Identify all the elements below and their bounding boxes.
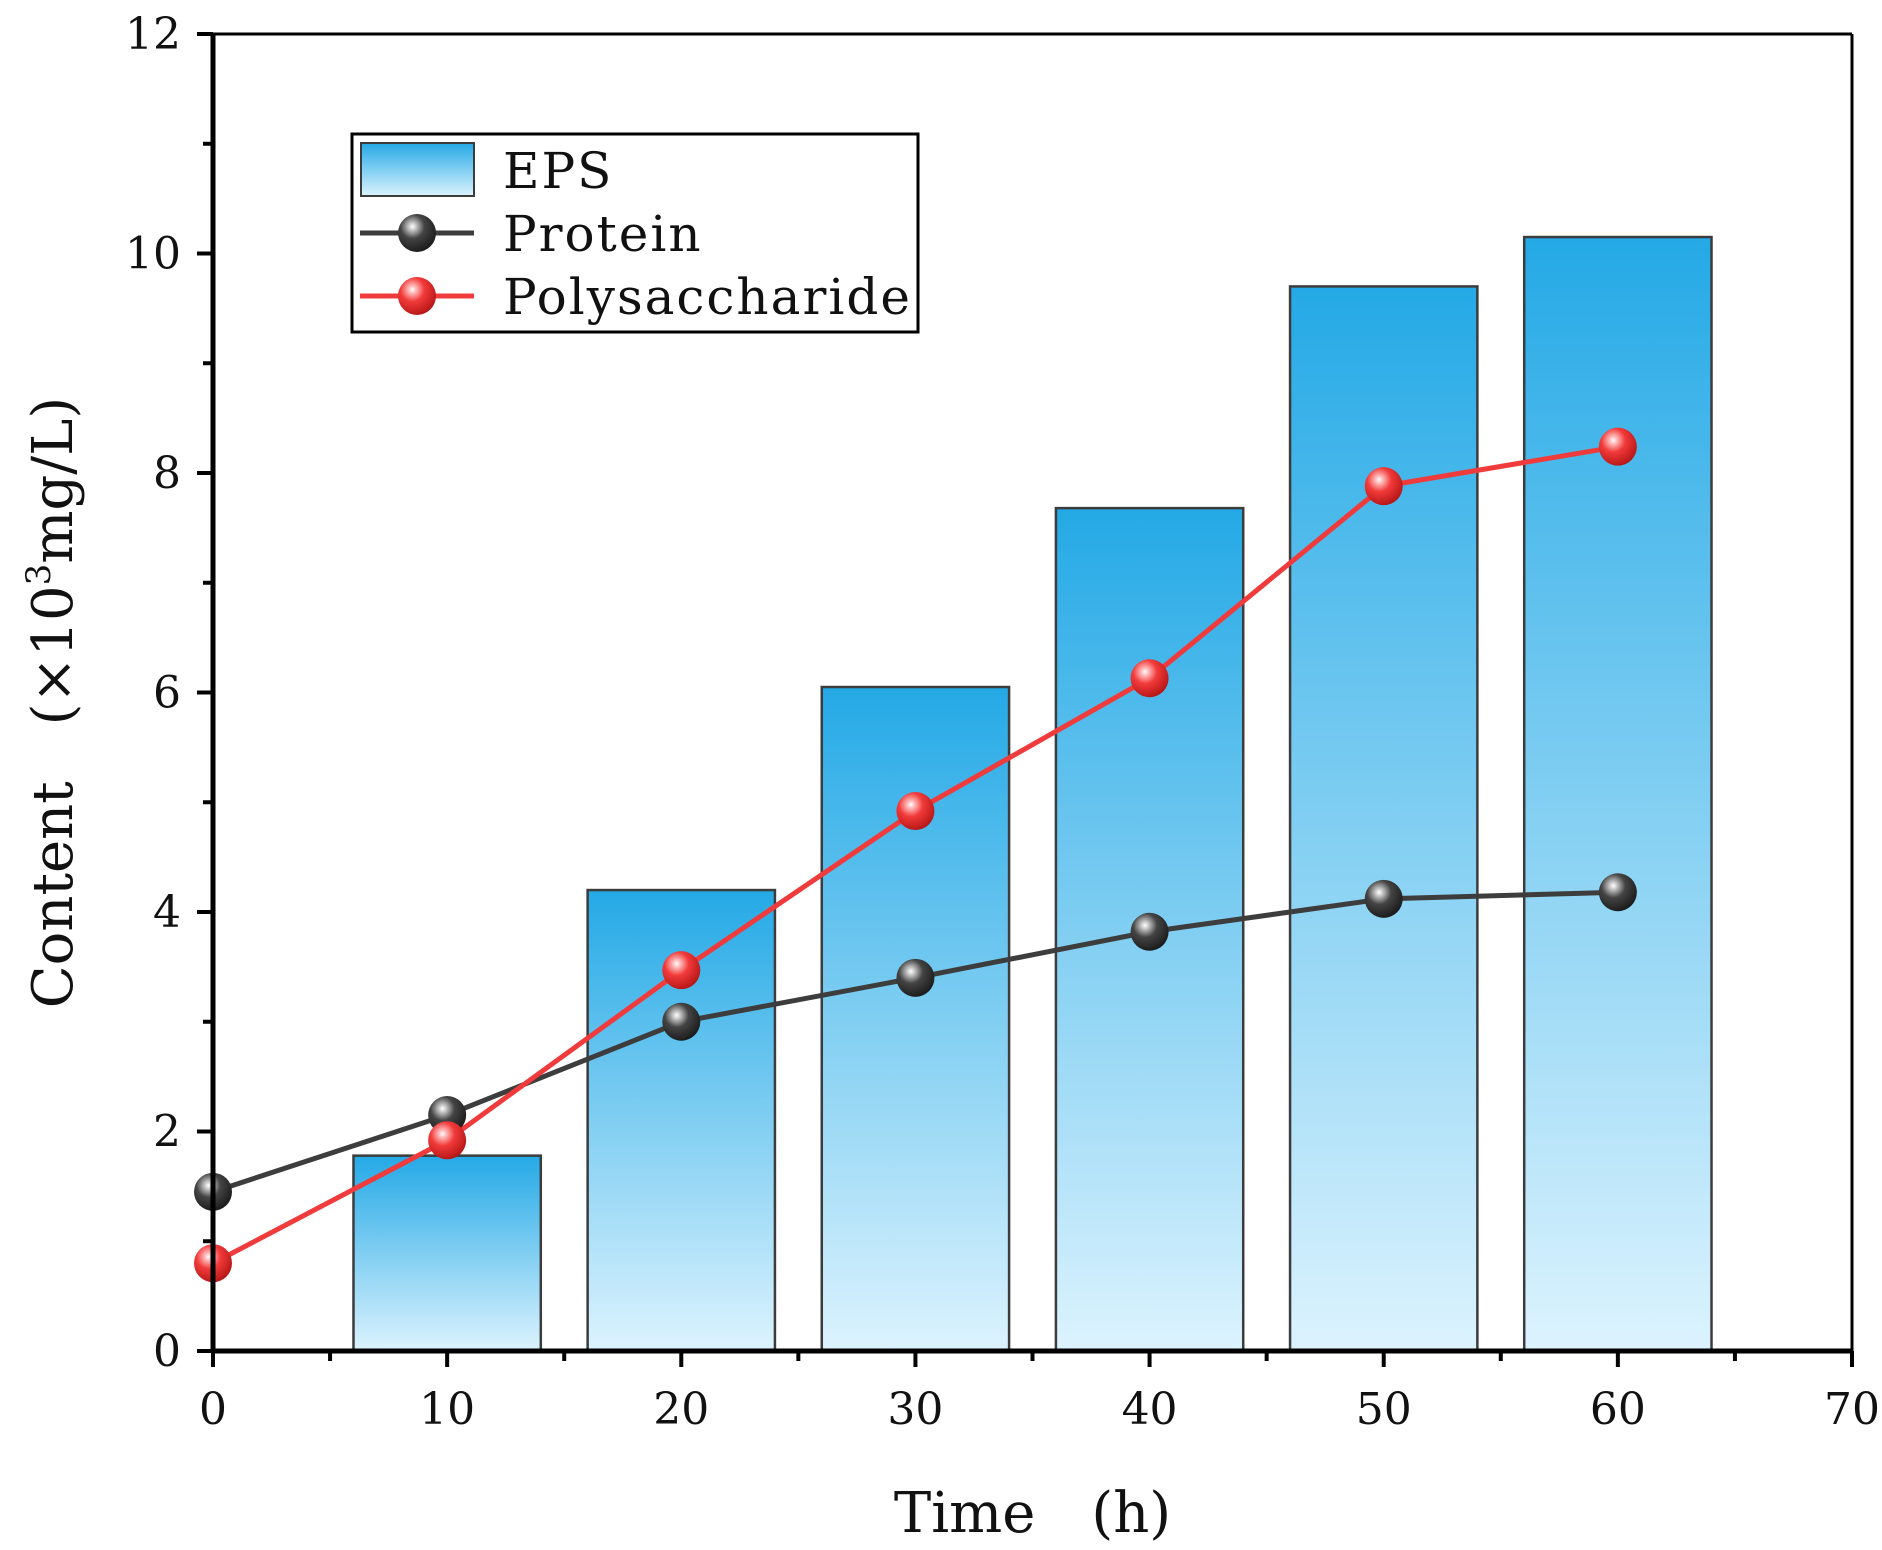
- x-tick-label-30: 30: [887, 1384, 943, 1435]
- y-tick-label-4: 4: [153, 887, 181, 938]
- eps-bar-30: [820, 685, 1011, 1353]
- polysaccharide-point-50: [1364, 467, 1403, 506]
- y-tick-label-2: 2: [153, 1107, 181, 1158]
- y-tick-label-0: 0: [153, 1326, 181, 1377]
- protein-point-30: [896, 958, 935, 997]
- polysaccharide-point-10: [428, 1121, 467, 1160]
- axes: [197, 32, 1854, 1367]
- legend-label-eps: EPS: [503, 142, 613, 200]
- x-tick-label-10: 10: [419, 1384, 475, 1435]
- y-axis-title-main: Content (×10: [21, 585, 86, 1008]
- eps-bar-60: [1522, 235, 1713, 1353]
- protein-point-40: [1130, 912, 1169, 951]
- x-tick-label-50: 50: [1356, 1384, 1412, 1435]
- legend-label-protein: Protein: [503, 205, 703, 263]
- legend-label-polysaccharide: Polysaccharide: [503, 268, 912, 326]
- protein-point-50: [1364, 879, 1403, 918]
- protein-point-60: [1598, 873, 1637, 912]
- legend: EPS Protein Polysaccharide: [350, 132, 920, 334]
- polysaccharide-point-40: [1130, 659, 1169, 698]
- eps-bars: [352, 235, 1713, 1353]
- x-tick-label-20: 20: [653, 1384, 709, 1435]
- y-tick-label-8: 8: [153, 448, 181, 499]
- y-axis-title: Content (×103mg/L): [19, 397, 86, 1008]
- polysaccharide-point-30: [896, 792, 935, 831]
- y-axis-title-superscript: 3: [19, 564, 59, 586]
- x-tick-label-0: 0: [199, 1384, 227, 1435]
- eps-bar-10: [352, 1154, 543, 1353]
- x-tick-label-60: 60: [1590, 1384, 1646, 1435]
- polysaccharide-point-20: [662, 951, 701, 990]
- legend-marker-polysaccharide: [398, 277, 436, 315]
- legend-marker-protein: [398, 214, 436, 252]
- protein-point-20: [662, 1002, 701, 1041]
- legend-swatch-eps: [360, 142, 475, 197]
- eps-bar-50: [1288, 285, 1479, 1353]
- y-tick-label-6: 6: [153, 668, 181, 719]
- y-axis-title-unit: mg/L): [21, 397, 86, 564]
- y-tick-label-12: 12: [125, 9, 181, 60]
- polysaccharide-point-60: [1598, 427, 1637, 466]
- series-markers: [194, 427, 1637, 1283]
- x-axis-title: Time (h): [894, 1481, 1171, 1546]
- y-tick-label-10: 10: [125, 229, 181, 280]
- tick-labels: 0 10 20 30 40 50 60 70 0 2 4 6 8 10 12: [125, 9, 1880, 1435]
- x-tick-label-40: 40: [1122, 1384, 1178, 1435]
- x-tick-label-70: 70: [1824, 1384, 1880, 1435]
